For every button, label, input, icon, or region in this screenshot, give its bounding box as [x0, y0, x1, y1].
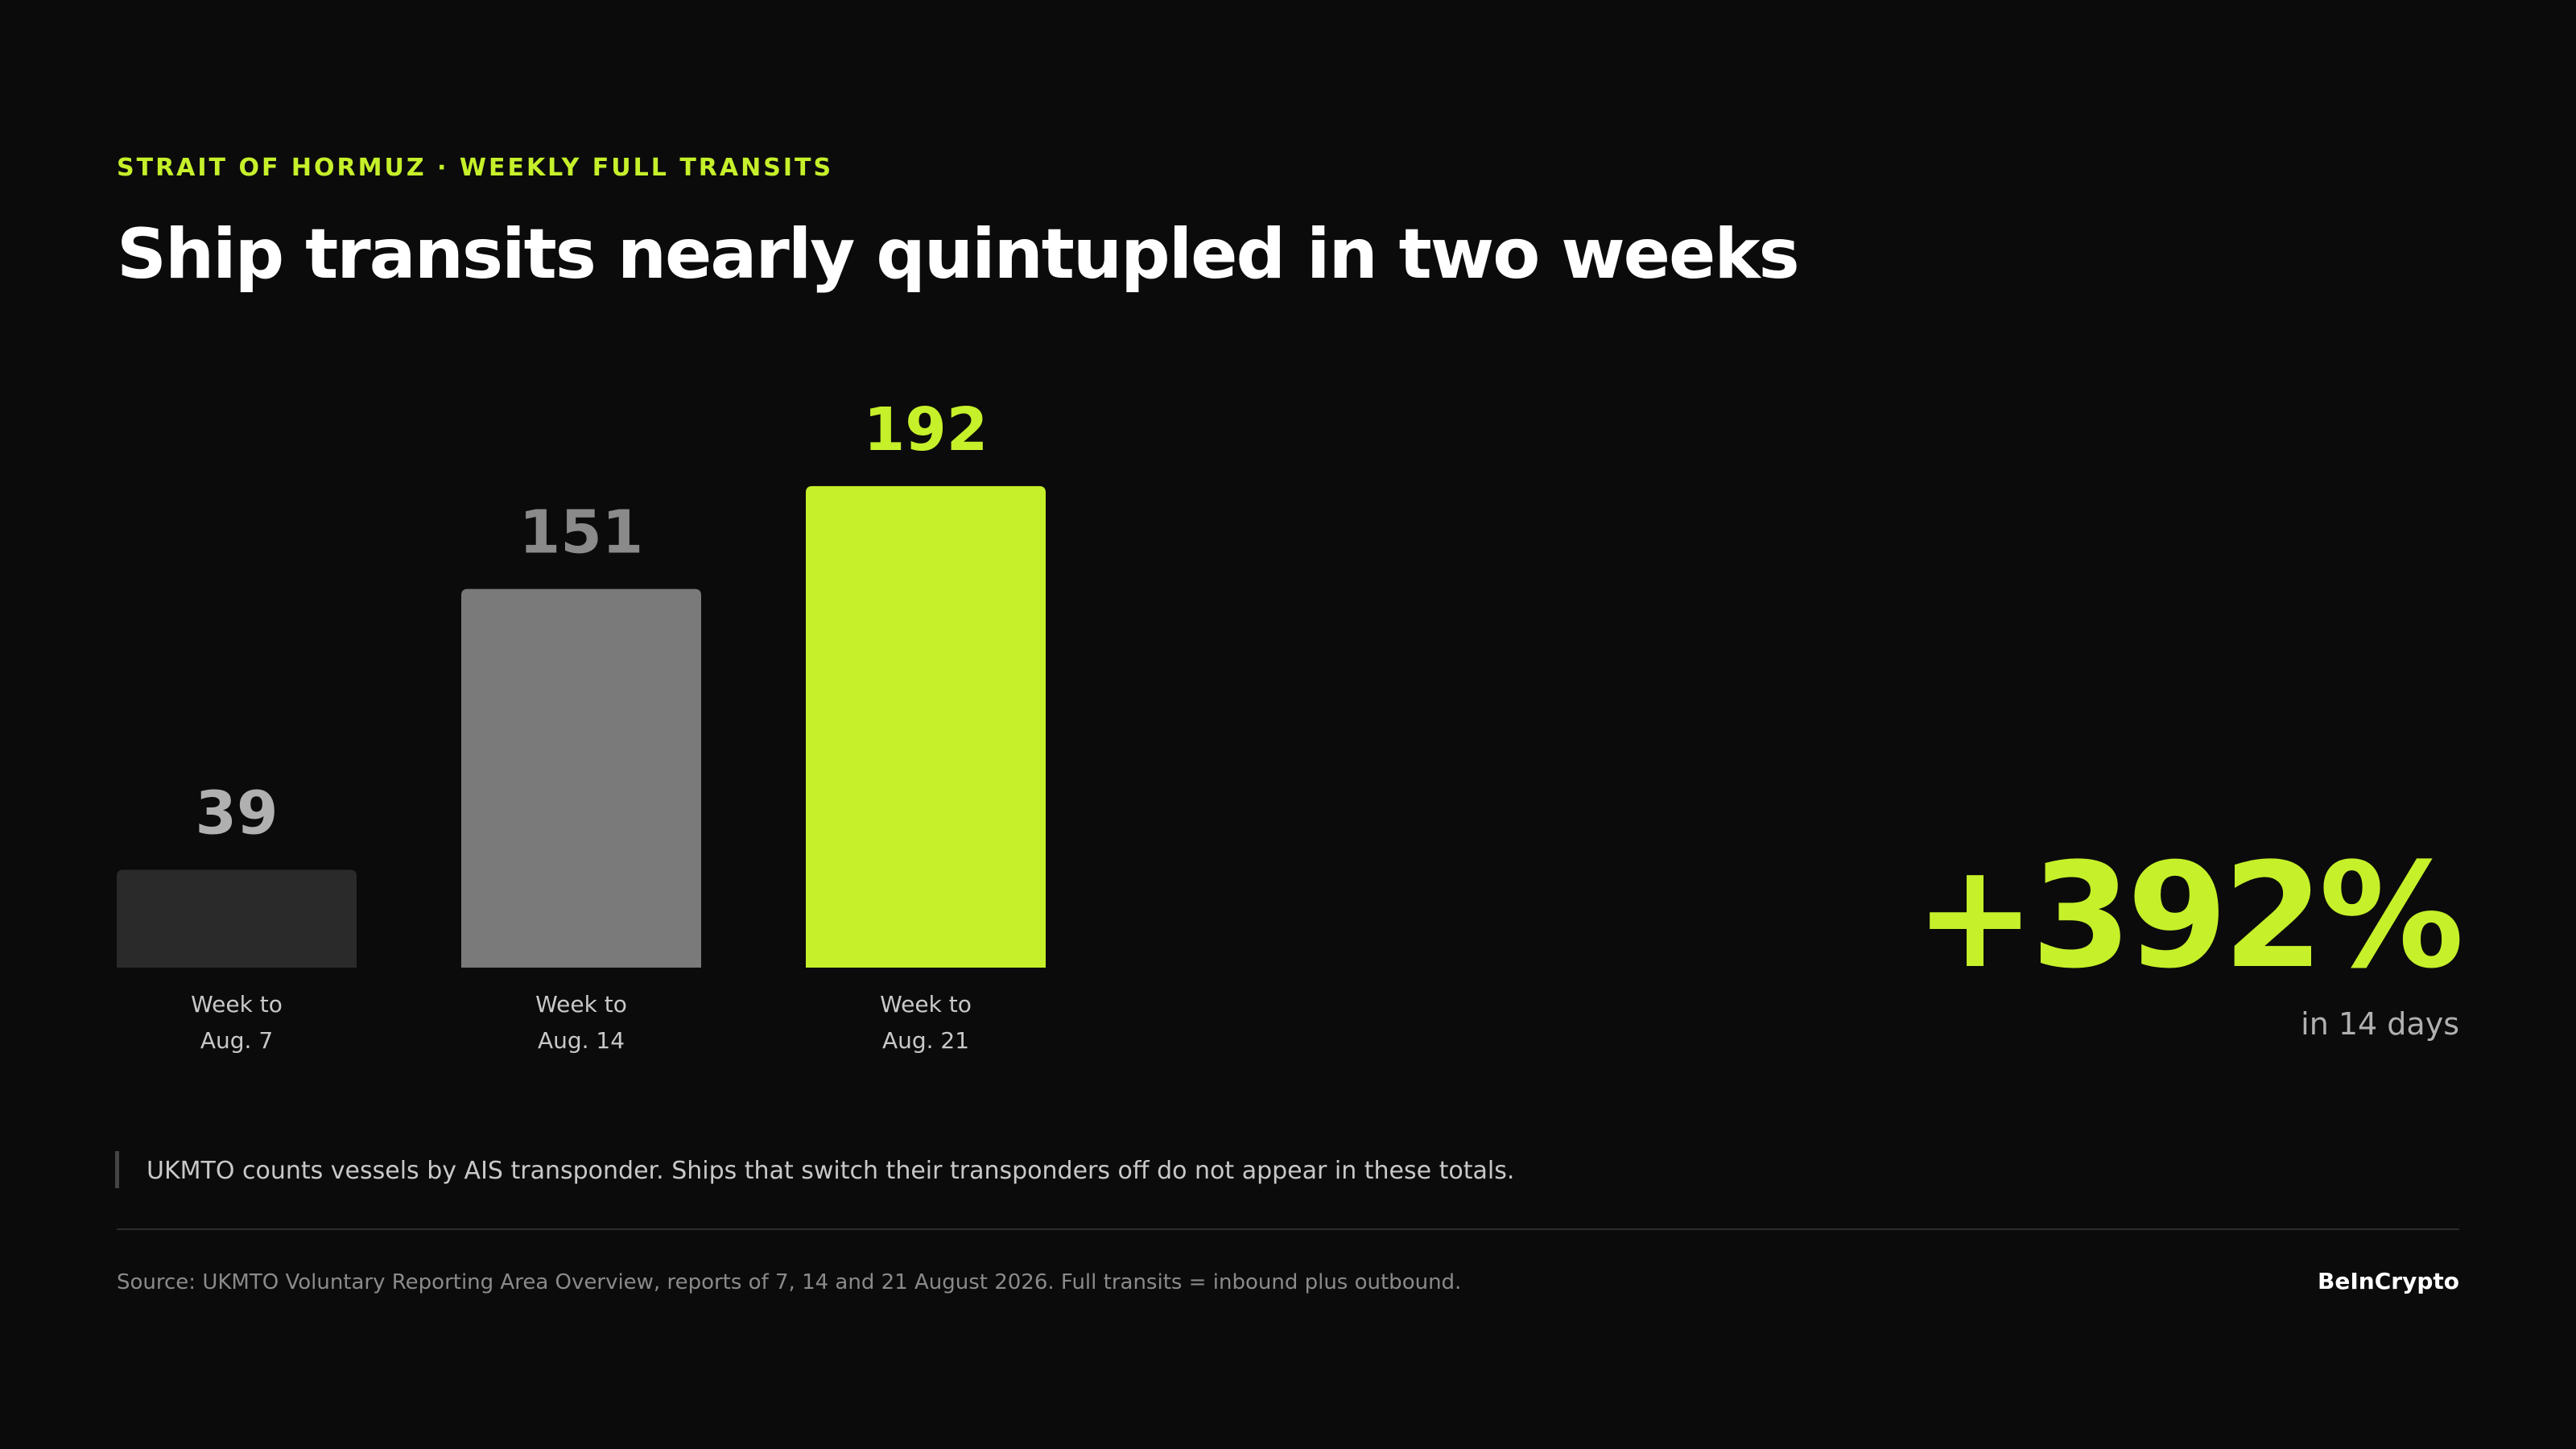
note: UKMTO counts vessels by AIS transponder.…	[147, 1157, 1514, 1185]
x-tick-label: Week to	[535, 991, 627, 1018]
x-tick-label: Aug. 14	[538, 1027, 625, 1054]
source: Source: UKMTO Voluntary Reporting Area O…	[117, 1270, 1461, 1294]
bar	[806, 485, 1046, 968]
value-label: 192	[864, 395, 988, 464]
brand: BeInCrypto	[2318, 1268, 2459, 1294]
bar	[461, 588, 701, 968]
highlight-value: +392%	[1914, 832, 2460, 1001]
highlight-caption: in 14 days	[2301, 1006, 2459, 1042]
x-tick-label: Week to	[880, 991, 972, 1018]
chart-title: Ship transits nearly quintupled in two w…	[117, 214, 1798, 295]
value-label: 39	[196, 779, 279, 848]
value-label: 151	[519, 498, 643, 568]
x-tick-label: Aug. 7	[200, 1027, 273, 1054]
bar	[117, 869, 357, 968]
x-tick-label: Aug. 21	[882, 1027, 969, 1054]
x-tick-label: Week to	[191, 991, 283, 1018]
kicker: STRAIT OF HORMUZ · WEEKLY FULL TRANSITS	[117, 154, 833, 182]
note-rule	[115, 1151, 119, 1188]
